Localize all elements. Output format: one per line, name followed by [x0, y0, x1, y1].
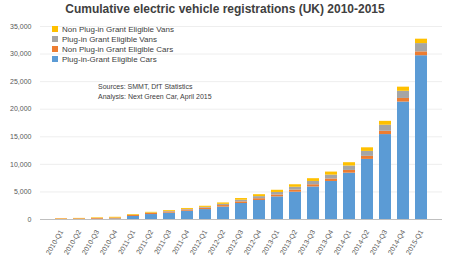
svg-text:5,000: 5,000 — [14, 188, 32, 195]
html-text:Non Plug-in Grant Eligible Car: Non Plug-in Grant Eligible Cars — [62, 44, 174, 54]
html-text:Plug-in Grant Eligible Vans: Plug-in Grant Eligible Vans — [62, 34, 157, 44]
svg-text:30,000: 30,000 — [10, 50, 32, 57]
svg-text:2013-Q1: 2013-Q1 — [261, 229, 282, 255]
svg-text:2013-Q3: 2013-Q3 — [297, 229, 318, 255]
svg-text:2012-Q2: 2012-Q2 — [207, 229, 228, 255]
svg-text:2010-Q4: 2010-Q4 — [99, 229, 120, 255]
svg-text:2014-Q3: 2014-Q3 — [369, 229, 390, 255]
html-text:Plug-in-Grant Eligible Cars: Plug-in-Grant Eligible Cars — [62, 54, 157, 64]
svg-text:2010-Q2: 2010-Q2 — [63, 229, 84, 255]
html-text:Analysis: Next Green Car, Apri: Analysis: Next Green Car, April 2015 — [98, 93, 212, 100]
svg-text:0: 0 — [28, 216, 32, 223]
svg-text:10,000: 10,000 — [10, 161, 32, 168]
svg-text:35,000: 35,000 — [10, 23, 32, 30]
svg-text:2010-Q1: 2010-Q1 — [45, 229, 66, 255]
svg-text:2012-Q1: 2012-Q1 — [189, 229, 210, 255]
html-text:Non Plug-in Grant Eligible Van: Non Plug-in Grant Eligible Vans — [62, 24, 174, 34]
svg-text:25,000: 25,000 — [10, 78, 32, 85]
svg-text:2010-Q3: 2010-Q3 — [81, 229, 102, 255]
svg-text:2012-Q3: 2012-Q3 — [225, 229, 246, 255]
svg-text:2014-Q4: 2014-Q4 — [387, 229, 408, 255]
svg-text:2014-Q2: 2014-Q2 — [351, 229, 372, 255]
svg-text:2013-Q4: 2013-Q4 — [315, 229, 336, 255]
html-text:Cumulative electric vehicle re: Cumulative electric vehicle registration… — [65, 2, 385, 16]
svg-text:2014-Q1: 2014-Q1 — [333, 229, 354, 255]
svg-text:15,000: 15,000 — [10, 133, 32, 140]
svg-text:2015-Q1: 2015-Q1 — [405, 229, 426, 255]
svg-text:2012-Q4: 2012-Q4 — [243, 229, 264, 255]
html-text:Sources: SMMT, DfT Statistics: Sources: SMMT, DfT Statistics — [98, 83, 193, 90]
svg-text:2013-Q2: 2013-Q2 — [279, 229, 300, 255]
svg-text:20,000: 20,000 — [10, 105, 32, 112]
